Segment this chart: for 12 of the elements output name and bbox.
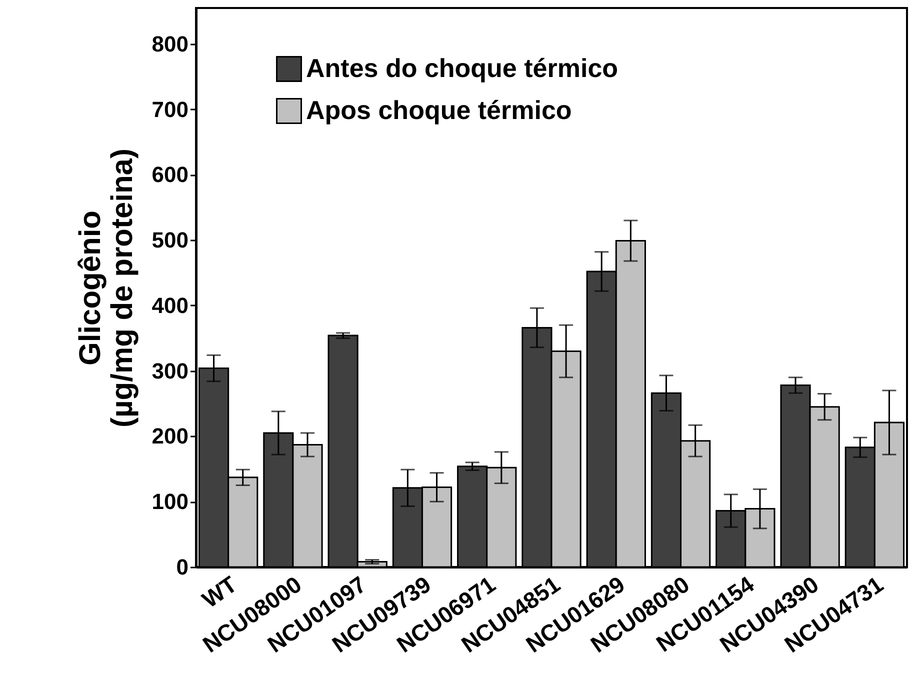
y-tick-label: 200 [152,424,188,449]
y-tick-label: 600 [152,162,188,188]
legend-label: Antes do choque térmico [306,53,618,83]
y-tick-label: 500 [152,228,188,253]
y-axis-title: Glicogênio (µg/mg de proteina) [74,148,139,428]
y-tick-label: 300 [152,358,188,384]
y-tick-label: 700 [152,96,188,122]
y-tick-label: 100 [152,489,188,514]
y-tick-label: 800 [152,31,188,56]
y-tick-label: 0 [176,554,188,580]
y-tick-label: 400 [152,292,188,318]
legend-label: Apos choque térmico [306,95,572,125]
